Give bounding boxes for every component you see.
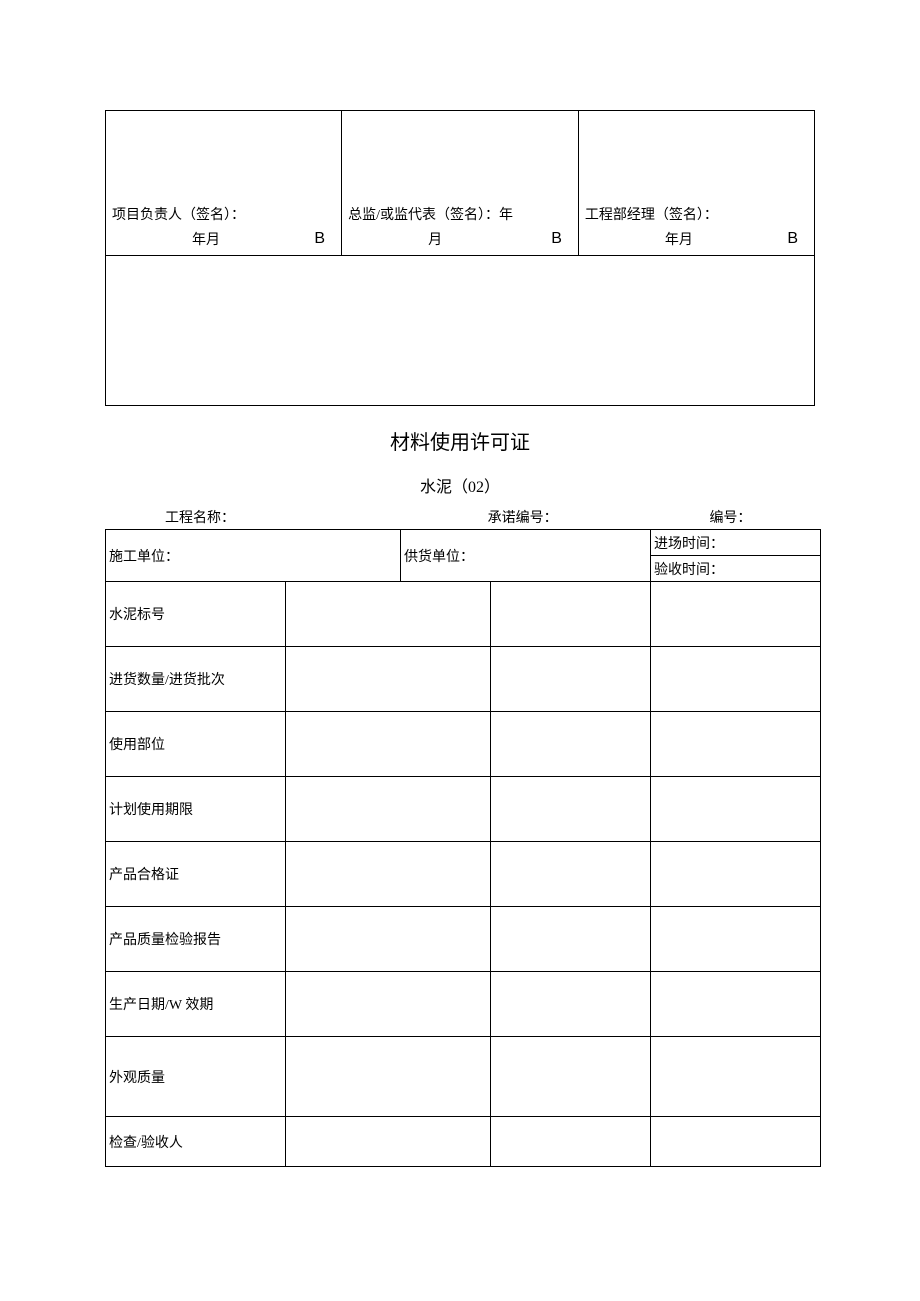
row-label-2: 使用部位 (106, 712, 286, 777)
sig-label-1: 项目负责人（签名）： (112, 205, 335, 227)
supplier-unit-cell: 供货单位： (401, 530, 651, 582)
table-row: 计划使用期限 (106, 777, 821, 842)
row-label-0: 水泥标号 (106, 582, 286, 647)
row-data-5a (286, 907, 491, 972)
row-data-3b (491, 777, 651, 842)
header-project-name: 工程名称： (105, 507, 400, 527)
signature-cell-2: 总监/或监代表（签名）：年 月 B (342, 111, 579, 256)
row-data-8a (286, 1117, 491, 1167)
row-data-1b (491, 647, 651, 712)
main-table: 施工单位： 供货单位： 进场时间： 验收时间： 水泥标号 进货数量/进货批次 使… (105, 529, 821, 1167)
empty-cell (106, 256, 815, 406)
signature-cell-1: 项目负责人（签名）： 年月 B (106, 111, 342, 256)
row-data-0b (491, 582, 651, 647)
row-data-7b (491, 1037, 651, 1117)
table-row: 产品合格证 (106, 842, 821, 907)
construction-unit-cell: 施工单位： (106, 530, 401, 582)
row-label-5: 产品质量检验报告 (106, 907, 286, 972)
page-container: 项目负责人（签名）： 年月 B 总监/或监代表（签名）：年 月 B (0, 0, 920, 1167)
header-promise-no: 承诺编号： (400, 507, 670, 527)
row-label-3: 计划使用期限 (106, 777, 286, 842)
sig-mark-1: B (314, 230, 325, 248)
row-data-0c (651, 582, 821, 647)
row-data-6a (286, 972, 491, 1037)
sig-date-1: 年月 (112, 229, 220, 249)
row-data-4a (286, 842, 491, 907)
document-subtitle: 水泥（02） (105, 473, 815, 497)
sig-date-2: 月 (348, 229, 442, 249)
row-data-0a (286, 582, 491, 647)
signature-cell-3: 工程部经理（签名）： 年月 B (578, 111, 814, 256)
row-data-3a (286, 777, 491, 842)
entry-time-cell: 进场时间： (651, 530, 821, 556)
row-data-6b (491, 972, 651, 1037)
sig-label-3: 工程部经理（签名）： (585, 205, 808, 227)
row-data-1a (286, 647, 491, 712)
row-label-7: 外观质量 (106, 1037, 286, 1117)
accept-time-cell: 验收时间： (651, 556, 821, 582)
table-row: 使用部位 (106, 712, 821, 777)
table-row: 外观质量 (106, 1037, 821, 1117)
sig-label-2: 总监/或监代表（签名）：年 (348, 205, 572, 227)
signature-table: 项目负责人（签名）： 年月 B 总监/或监代表（签名）：年 月 B (105, 110, 815, 406)
row-data-5b (491, 907, 651, 972)
row-data-8c (651, 1117, 821, 1167)
table-row: 生产日期/W 效期 (106, 972, 821, 1037)
table-row: 产品质量检验报告 (106, 907, 821, 972)
table-row: 水泥标号 (106, 582, 821, 647)
signature-row: 项目负责人（签名）： 年月 B 总监/或监代表（签名）：年 月 B (106, 111, 815, 256)
row-label-6: 生产日期/W 效期 (106, 972, 286, 1037)
unit-row-top: 施工单位： 供货单位： 进场时间： (106, 530, 821, 556)
row-data-4b (491, 842, 651, 907)
row-data-3c (651, 777, 821, 842)
table-row: 进货数量/进货批次 (106, 647, 821, 712)
header-serial-no: 编号： (669, 507, 815, 527)
row-data-7a (286, 1037, 491, 1117)
header-line: 工程名称： 承诺编号： 编号： (105, 507, 815, 527)
empty-row (106, 256, 815, 406)
row-data-4c (651, 842, 821, 907)
document-title: 材料使用许可证 (105, 426, 815, 455)
row-label-1: 进货数量/进货批次 (106, 647, 286, 712)
sig-mark-2: B (551, 230, 562, 248)
table-row: 检查/验收人 (106, 1117, 821, 1167)
row-label-4: 产品合格证 (106, 842, 286, 907)
row-data-2a (286, 712, 491, 777)
row-data-2c (651, 712, 821, 777)
sig-date-3: 年月 (585, 229, 693, 249)
row-data-8b (491, 1117, 651, 1167)
row-data-5c (651, 907, 821, 972)
row-data-6c (651, 972, 821, 1037)
sig-mark-3: B (787, 230, 798, 248)
row-data-1c (651, 647, 821, 712)
row-data-2b (491, 712, 651, 777)
row-data-7c (651, 1037, 821, 1117)
row-label-8: 检查/验收人 (106, 1117, 286, 1167)
